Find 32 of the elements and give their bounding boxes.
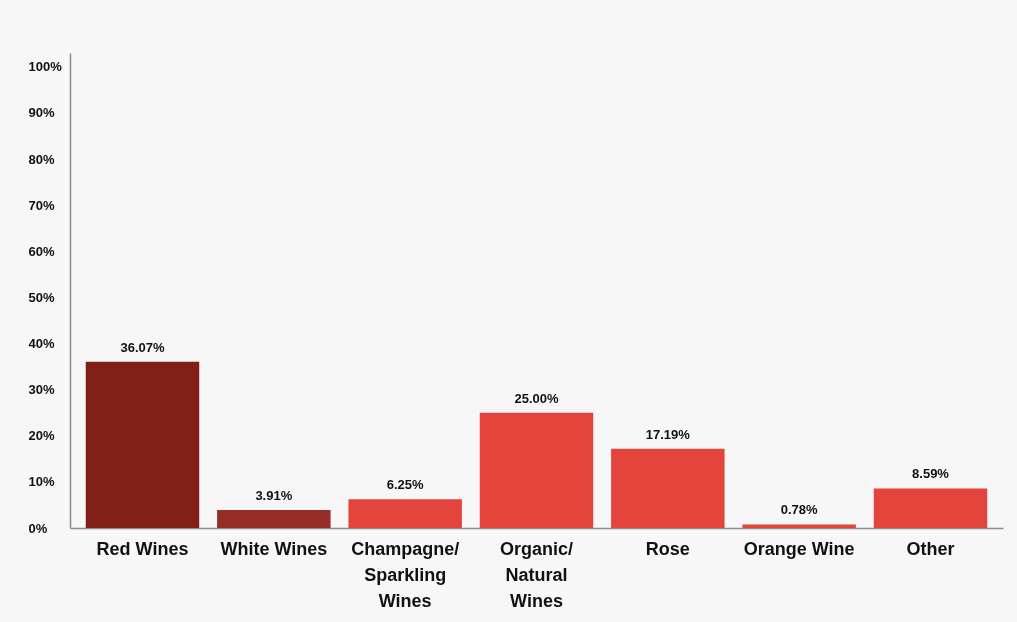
bar: [217, 509, 331, 528]
bar: [85, 361, 200, 528]
bar: [873, 488, 988, 528]
y-tick-label: 0%: [28, 520, 48, 536]
x-tick-label: Orange Wine: [743, 538, 855, 559]
x-tick-label: White Wines: [220, 538, 328, 559]
y-tick-label: 20%: [28, 428, 55, 444]
data-label: 3.91%: [255, 487, 293, 503]
x-tick-label: Organic/ Natural Wines: [499, 538, 574, 611]
bar: [742, 524, 856, 528]
y-tick-label: 50%: [28, 289, 55, 305]
x-tick-label: Red Wines: [96, 538, 189, 559]
y-tick-label: 80%: [28, 151, 55, 167]
y-tick-label: 30%: [28, 382, 55, 398]
data-label: 36.07%: [120, 339, 165, 355]
y-tick-label: 90%: [28, 105, 55, 121]
x-tick-label: Champagne/ Sparkling Wines: [351, 538, 460, 611]
data-label: 8.59%: [912, 466, 950, 482]
bar: [348, 499, 462, 528]
data-label: 25.00%: [514, 390, 559, 406]
data-label: 0.78%: [780, 502, 819, 518]
x-tick-label: Rose: [645, 538, 690, 559]
y-tick-label: 10%: [28, 474, 55, 490]
data-label: 6.25%: [386, 477, 425, 493]
bar: [479, 412, 594, 528]
x-tick-label: Other: [906, 538, 955, 559]
y-tick-label: 70%: [28, 197, 55, 213]
y-tick-label: 100%: [28, 59, 63, 75]
y-tick-label: 40%: [28, 336, 55, 352]
y-tick-label: 60%: [28, 243, 55, 259]
data-label: 17.19%: [645, 426, 691, 442]
bar: [611, 448, 725, 528]
